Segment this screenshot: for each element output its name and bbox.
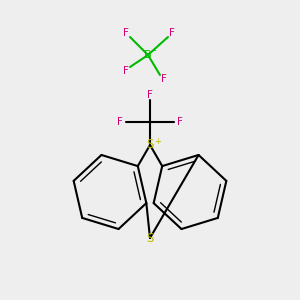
Text: S: S (146, 139, 154, 152)
Text: F: F (177, 117, 183, 127)
Text: F: F (123, 28, 129, 38)
Text: F: F (169, 28, 175, 38)
Text: +: + (154, 136, 161, 146)
Text: F: F (161, 74, 167, 84)
Text: S: S (146, 232, 154, 244)
Text: F: F (117, 117, 123, 127)
Text: F: F (123, 66, 129, 76)
Text: −: − (150, 48, 156, 54)
Text: F: F (147, 90, 153, 100)
Text: B: B (144, 50, 152, 60)
